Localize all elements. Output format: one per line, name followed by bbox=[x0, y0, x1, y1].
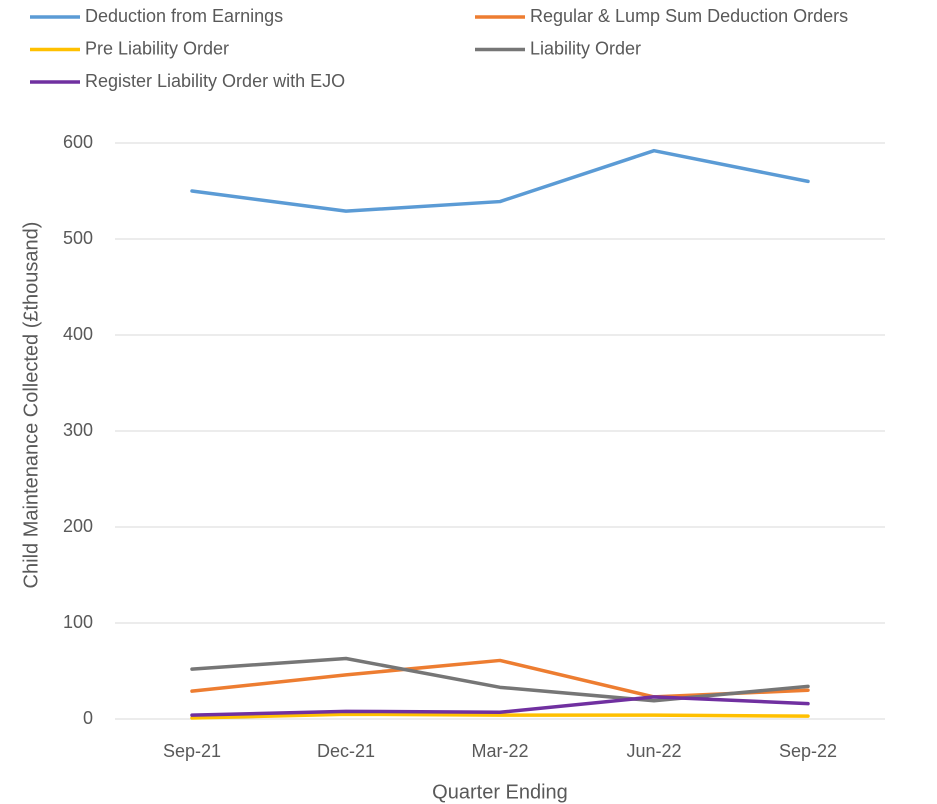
legend-label: Register Liability Order with EJO bbox=[85, 71, 345, 91]
legend-label: Regular & Lump Sum Deduction Orders bbox=[530, 6, 848, 26]
series-line bbox=[190, 712, 810, 720]
legend-label: Deduction from Earnings bbox=[85, 6, 283, 26]
y-tick-label: 200 bbox=[63, 516, 93, 536]
y-tick-label: 500 bbox=[63, 228, 93, 248]
legend-label: Liability Order bbox=[530, 38, 641, 58]
legend-label: Pre Liability Order bbox=[85, 38, 229, 58]
x-tick-label: Sep-22 bbox=[779, 741, 837, 761]
y-tick-label: 400 bbox=[63, 324, 93, 344]
y-tick-label: 0 bbox=[83, 708, 93, 728]
x-tick-label: Sep-21 bbox=[163, 741, 221, 761]
x-tick-label: Dec-21 bbox=[317, 741, 375, 761]
y-tick-label: 600 bbox=[63, 132, 93, 152]
y-axis-title: Child Maintenance Collected (£thousand) bbox=[20, 222, 42, 589]
series-line bbox=[190, 695, 810, 717]
series-line bbox=[190, 656, 810, 703]
x-axis-title: Quarter Ending bbox=[432, 781, 568, 803]
series-line bbox=[190, 658, 810, 699]
series-line bbox=[190, 148, 810, 213]
x-tick-label: Mar-22 bbox=[471, 741, 528, 761]
y-tick-label: 100 bbox=[63, 612, 93, 632]
x-tick-label: Jun-22 bbox=[626, 741, 681, 761]
y-tick-label: 300 bbox=[63, 420, 93, 440]
